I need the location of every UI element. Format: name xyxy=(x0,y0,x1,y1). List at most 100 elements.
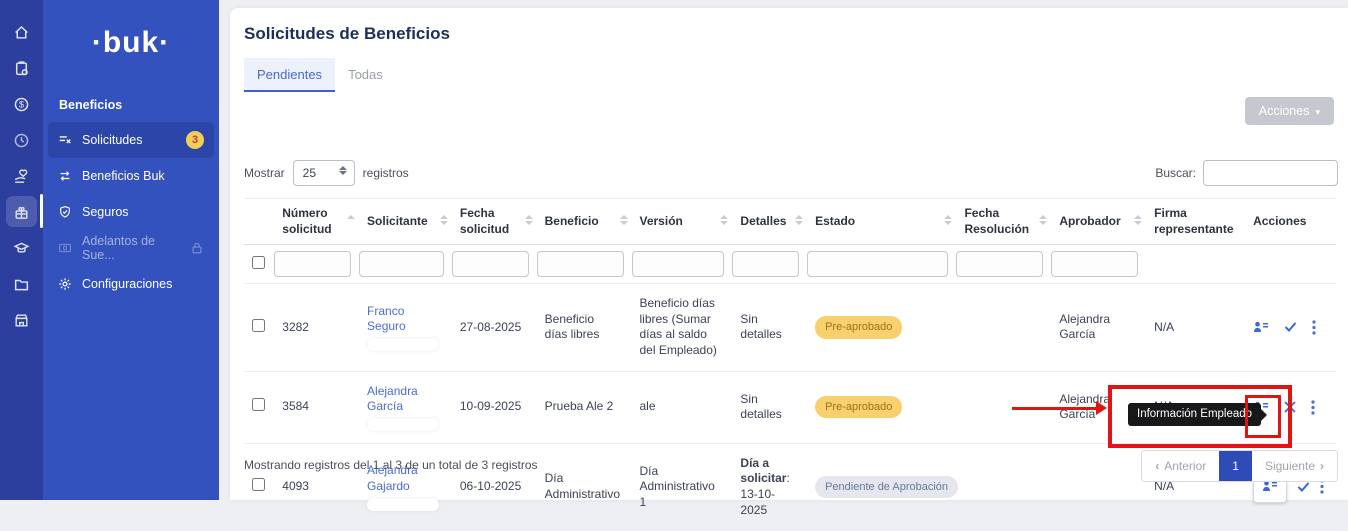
employee-info-icon xyxy=(1263,481,1278,492)
checklist-icon xyxy=(59,136,71,144)
page-size-select[interactable]: 25 xyxy=(292,160,355,186)
money-bill-icon xyxy=(59,243,71,253)
cell-acciones xyxy=(1245,283,1336,372)
cell-fecha-resolucion xyxy=(956,443,1052,531)
rail-clipboard-icon[interactable] xyxy=(0,50,43,86)
tab-todas[interactable]: Todas xyxy=(348,67,383,82)
cell-detalles: Sin detalles xyxy=(732,371,808,444)
employee-link[interactable]: Alejandra García xyxy=(367,383,418,414)
kebab-menu-icon[interactable] xyxy=(1311,400,1315,415)
mostrar-label: Mostrar xyxy=(244,166,285,180)
status-badge: Pre-aprobado xyxy=(815,396,903,419)
approve-icon[interactable] xyxy=(1297,481,1310,493)
filter-solicitante[interactable] xyxy=(359,251,444,278)
cell-numero: 4093 xyxy=(274,443,360,531)
filter-beneficio[interactable] xyxy=(536,251,624,278)
rail-wellness-icon[interactable] xyxy=(0,158,43,194)
filter-fecha-resolucion[interactable] xyxy=(956,251,1044,278)
buk-logo: ·buk· xyxy=(91,26,171,59)
sidebar-item-label: Solicitudes xyxy=(82,133,143,147)
select-all-checkbox[interactable] xyxy=(252,256,265,270)
rail-organization-icon[interactable] xyxy=(0,302,43,338)
rail-time-icon[interactable] xyxy=(0,122,43,158)
header-firma: Firma representante xyxy=(1146,197,1246,246)
rail-training-icon[interactable] xyxy=(0,230,43,266)
filter-aprobador[interactable] xyxy=(1051,251,1139,278)
cell-estado: Pre-aprobado xyxy=(807,371,957,444)
sidebar-item-label: Configuraciones xyxy=(82,277,173,291)
sidebar-item-solicitudes[interactable]: Solicitudes 3 xyxy=(48,122,214,158)
row-checkbox[interactable] xyxy=(252,318,265,332)
acciones-button[interactable]: Acciones ▾ xyxy=(1244,97,1334,125)
registros-label: registros xyxy=(362,166,409,180)
cell-detalles: Sin detalles xyxy=(732,283,808,372)
annotation-arrow-line xyxy=(1012,407,1098,410)
search-input[interactable] xyxy=(1203,160,1338,186)
employee-link[interactable]: Alejandra Gajardo xyxy=(367,463,418,493)
detalles-label: Día a solicitar xyxy=(740,455,787,486)
table-row: 3282 Franco Seguro 27-08-2025 Beneficio … xyxy=(244,283,1336,372)
sort-icon xyxy=(720,214,729,225)
header-aprobador[interactable]: Aprobador xyxy=(1051,197,1147,246)
filter-estado[interactable] xyxy=(807,251,949,278)
cell-fecha: 27-08-2025 xyxy=(451,283,537,372)
annotation-rectangle-large xyxy=(1108,385,1292,448)
cell-aprobador xyxy=(1051,443,1147,531)
sidebar-item-label: Adelantos de Sue... xyxy=(82,234,155,262)
sidebar-item-configuraciones[interactable]: Configuraciones xyxy=(48,266,214,302)
sort-icon xyxy=(347,214,356,219)
cell-beneficio: Beneficio días libres xyxy=(536,283,632,372)
prev-page-button[interactable]: ‹ Anterior xyxy=(1142,451,1219,481)
row-checkbox[interactable] xyxy=(252,398,265,412)
annotation-arrow-head xyxy=(1096,401,1107,415)
header-beneficio[interactable]: Beneficio xyxy=(536,197,632,246)
redacted-id xyxy=(367,337,440,351)
chevron-down-icon: ▾ xyxy=(1315,107,1320,117)
header-numero[interactable]: Número solicitud xyxy=(274,197,360,246)
filter-version[interactable] xyxy=(631,251,725,278)
select-arrows-icon xyxy=(338,166,347,175)
header-version[interactable]: Versión xyxy=(631,197,733,246)
next-page-button[interactable]: Siguiente › xyxy=(1252,451,1337,481)
rail-payments-icon[interactable]: $ xyxy=(0,86,43,122)
header-estado[interactable]: Estado xyxy=(807,197,957,246)
cell-fecha: 06-10-2025 xyxy=(451,443,537,531)
search-control: Buscar: xyxy=(1155,160,1338,186)
rail-documents-icon[interactable] xyxy=(0,266,43,302)
filter-detalles[interactable] xyxy=(732,251,800,278)
header-solicitante[interactable]: Solicitante xyxy=(359,197,452,246)
filter-numero[interactable] xyxy=(274,251,352,278)
sidebar-item-beneficios-buk[interactable]: Beneficios Buk xyxy=(48,158,214,194)
sort-icon xyxy=(795,214,804,225)
employee-link[interactable]: Franco Seguro xyxy=(367,303,406,334)
cell-detalles: Día a solicitar: 13-10-2025 xyxy=(732,443,808,531)
filter-fecha-solicitud[interactable] xyxy=(451,251,529,278)
current-page-button[interactable]: 1 xyxy=(1219,451,1252,481)
employee-info-icon[interactable] xyxy=(1253,321,1269,334)
page-title: Solicitudes de Beneficios xyxy=(244,24,450,43)
cell-version: Beneficio días libres (Sumar días al sal… xyxy=(631,283,733,372)
sidebar-item-adelantos[interactable]: Adelantos de Sue... xyxy=(48,230,214,266)
header-fecha-resolucion[interactable]: Fecha Resolución xyxy=(956,197,1052,246)
cell-fecha-resolucion xyxy=(956,283,1052,372)
row-checkbox[interactable] xyxy=(252,478,265,492)
cell-version: Día Administrativo 1 xyxy=(631,443,733,531)
rail-home-icon[interactable] xyxy=(0,14,43,50)
tab-pendientes[interactable]: Pendientes xyxy=(244,58,336,92)
header-detalles[interactable]: Detalles xyxy=(732,197,808,246)
rail-benefits-icon[interactable] xyxy=(0,194,43,230)
swap-arrows-icon xyxy=(60,171,70,181)
filter-row xyxy=(244,244,1336,285)
approve-icon[interactable] xyxy=(1284,321,1297,333)
header-fecha-solicitud[interactable]: Fecha solicitud xyxy=(451,197,537,246)
records-summary: Mostrando registros del 1 al 3 de un tot… xyxy=(244,458,538,472)
tooltip-informacion-empleado: Información Empleado xyxy=(1128,403,1268,426)
sidebar-item-seguros[interactable]: Seguros xyxy=(48,194,214,230)
kebab-menu-icon[interactable] xyxy=(1312,320,1316,335)
sort-icon xyxy=(1134,214,1143,225)
sidebar: ·buk· Beneficios Solicitudes 3 Beneficio… xyxy=(43,0,219,500)
cell-numero: 3584 xyxy=(274,371,360,444)
sort-icon xyxy=(619,214,628,225)
cell-beneficio: Prueba Ale 2 xyxy=(536,371,632,444)
cell-solicitante: Alejandra Gajardo xyxy=(359,443,452,531)
